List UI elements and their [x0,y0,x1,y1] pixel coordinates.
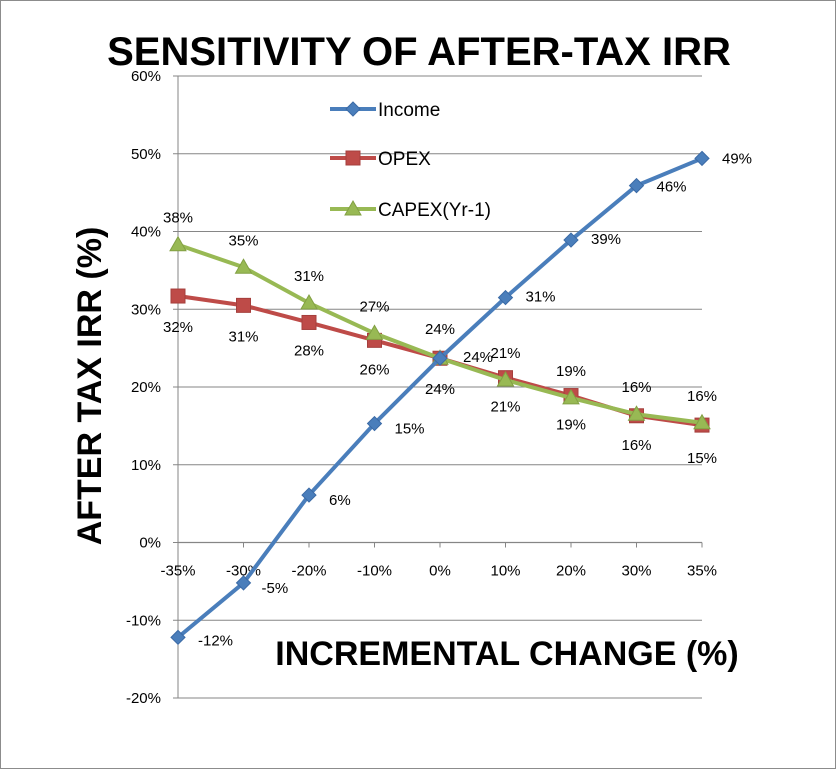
data-label: 35% [228,232,258,249]
data-label: 38% [163,210,193,227]
chart-title: SENSITIVITY OF AFTER-TAX IRR [107,30,731,74]
data-label: 16% [687,388,717,405]
legend-marker [344,199,362,216]
y-tick-label: 50% [131,146,161,163]
data-label: 49% [722,150,752,167]
data-label: 16% [621,437,651,454]
data-point [366,415,383,432]
y-tick-label: -20% [126,690,161,707]
data-label: 31% [526,289,556,306]
legend-item-opex: OPEX [330,149,431,170]
data-label: -12% [198,632,233,649]
data-label: 6% [329,492,351,509]
legend-marker [345,150,361,166]
data-label: 39% [591,231,621,248]
data-point [170,288,186,304]
data-label: 24% [425,381,455,398]
data-label: 21% [490,345,520,362]
series-group [169,150,711,646]
x-tick-label: -10% [357,563,392,580]
data-point [563,232,579,248]
data-label: 24% [463,349,493,366]
legend-marker [345,101,361,117]
x-tick-label: -35% [160,563,195,580]
x-tick-label: 20% [556,563,586,580]
data-label: 16% [621,379,651,396]
legend-label: CAPEX(Yr-1) [378,200,491,221]
data-point [235,575,252,591]
data-point [301,487,317,503]
y-tick-label: 0% [139,535,161,552]
y-tick-label: 40% [131,224,161,241]
y-tick-label: 60% [131,68,161,85]
x-tick-label: -20% [291,563,326,580]
y-tick-label: 30% [131,301,161,318]
data-label: 15% [395,421,425,438]
data-point [496,370,515,387]
y-tick-label: 20% [131,379,161,396]
x-tick-label: 0% [429,563,451,580]
data-label: 32% [163,319,193,336]
x-tick-label: 30% [621,563,651,580]
data-label: 27% [359,298,389,315]
data-point [497,289,514,306]
y-axis-ticks: -20% -10% 0% 10% 20% 30% 40% 50% 60% [126,68,178,707]
x-tick-label: 35% [687,563,717,580]
x-tick-label: -30% [226,563,261,580]
legend-label: Income [378,100,440,121]
data-point [694,150,710,167]
data-point [432,350,448,366]
data-point [562,388,580,405]
data-label: -5% [262,580,289,597]
data-label: 31% [228,328,258,345]
data-label: 46% [657,179,687,196]
x-axis-title: INCREMENTAL CHANGE (%) [275,635,738,673]
data-point [627,405,646,421]
data-label: 21% [490,399,520,416]
data-label: 28% [294,342,324,359]
series-income [170,150,710,646]
legend: Income OPEX CAPEX(Yr-1) [330,100,491,221]
data-point [170,629,186,646]
data-point [628,177,645,194]
data-label: 26% [359,361,389,378]
y-tick-label: 10% [131,457,161,474]
data-label: 19% [556,363,586,380]
data-point [234,258,253,274]
y-tick-label: -10% [126,612,161,629]
data-label: 31% [294,268,324,285]
data-point [365,324,384,340]
data-label: 24% [425,321,455,338]
x-tick-label: 10% [490,563,520,580]
legend-label: OPEX [378,149,431,170]
data-point [300,294,318,310]
legend-item-capex-yr-1: CAPEX(Yr-1) [330,199,491,221]
x-axis-ticks: -35% -30% -20% -10% 0% 10% 20% 30% 35% [160,542,717,580]
data-label: 19% [556,417,586,434]
data-labels: -12% -5% 6% 15% 24% 31% 39% 46% 49% 32% 31% 28% 26% 2… [163,150,752,649]
data-point [693,413,711,430]
data-point [236,297,251,313]
data-label: 15% [687,450,717,467]
data-point [301,314,317,330]
y-axis-title: AFTER TAX IRR (%) [71,227,109,546]
legend-item-income: Income [330,100,440,121]
data-point [169,235,187,252]
